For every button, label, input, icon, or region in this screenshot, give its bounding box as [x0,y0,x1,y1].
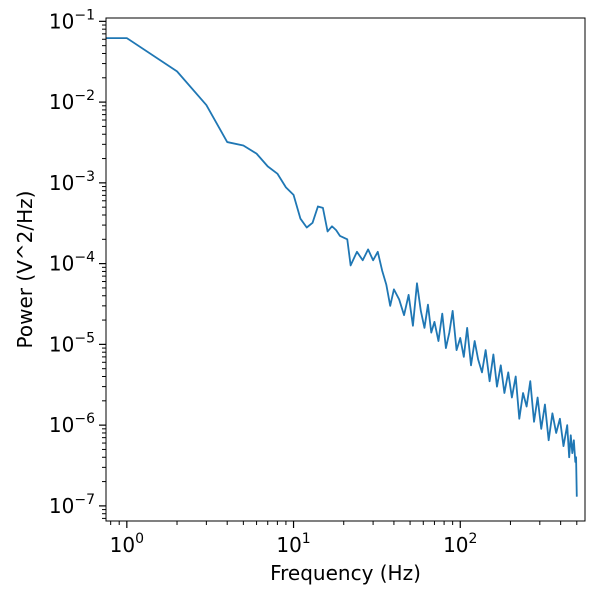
y-tick-label: 10−1 [49,7,95,33]
plot-frame [105,17,586,522]
y-tick-label: 10−6 [49,411,95,437]
y-tick-label: 10−4 [49,250,95,276]
y-tick-label: 10−2 [49,88,95,114]
x-axis-label: Frequency (Hz) [270,561,421,585]
ticks-layer: 100 101 102 10−7 10−6 10−5 10−4 10−3 10−2 10−1 [49,7,578,557]
y-tick-label: 10−3 [49,169,95,195]
y-tick-label: 10−7 [49,492,95,518]
x-tick-label: 101 [276,531,310,557]
y-axis-label: Power (V^2/Hz) [13,191,37,349]
y-tick-label: 10−5 [49,330,95,356]
x-tick-label: 102 [443,531,477,557]
x-tick-label: 100 [110,531,144,557]
series-line-0 [106,37,578,497]
plot-layer [106,37,578,497]
